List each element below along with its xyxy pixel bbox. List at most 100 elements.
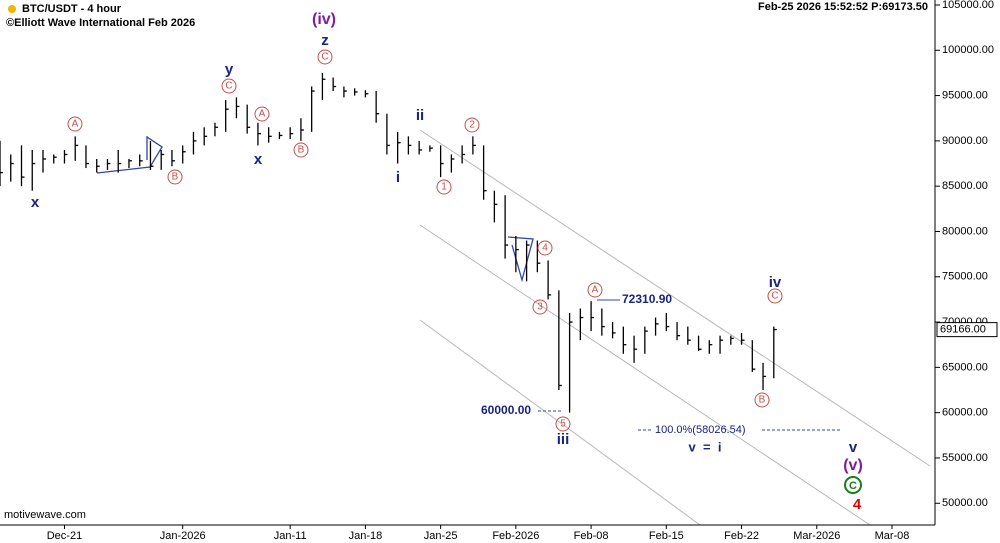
ohlc-bar [375, 91, 380, 123]
y-tick-label: 85000.00 [942, 180, 988, 192]
wave-circle [167, 169, 183, 185]
wave-label: C [321, 52, 328, 63]
y-tick-label: 80000.00 [942, 225, 988, 237]
y-tick-label: 65000.00 [942, 361, 988, 373]
wave-circle [537, 240, 553, 256]
channel [96, 129, 931, 526]
wave-label: 4 [853, 496, 862, 513]
ohlc-bar [31, 149, 36, 191]
wave-circle [317, 49, 333, 65]
wave-circle [464, 117, 480, 133]
ohlc-bar [450, 154, 455, 173]
ohlc-bar [719, 335, 724, 354]
x-tick-label: Mar-08 [875, 530, 910, 542]
ohlc-bar [128, 158, 132, 169]
ohlc-bar [611, 322, 616, 339]
wave-label: i [396, 169, 400, 186]
wave-label: C [849, 480, 857, 492]
wave-circle [293, 142, 309, 158]
y-tick-label: 100000.00 [942, 44, 994, 56]
wave-label: y [225, 61, 234, 78]
ohlc-bar [396, 131, 401, 164]
channel-line [419, 319, 701, 526]
ohlc-bar [96, 158, 100, 173]
ohlc-bar [665, 313, 670, 332]
ohlc-bar [482, 145, 487, 200]
last-price-label: 69166.00 [940, 324, 986, 336]
ohlc-bar [579, 308, 584, 341]
wave-label: x [254, 151, 263, 168]
ohlc-bar [106, 158, 111, 170]
wave-circle [555, 416, 571, 432]
wave-label: ii [416, 107, 424, 124]
ohlc-bar [547, 260, 552, 300]
x-tick-label: Jan-11 [274, 530, 307, 542]
x-tick-label: Dec-21 [47, 530, 82, 542]
wave-label: C [771, 291, 778, 302]
ohlc-bar [117, 149, 122, 173]
wave-circle [767, 288, 783, 304]
ohlc-bar [407, 136, 412, 155]
price-label: 72310.90 [622, 292, 672, 306]
y-tick-label: 50000.00 [942, 497, 988, 509]
ohlc-bar [235, 97, 240, 119]
ohlc-bar [85, 145, 89, 169]
wave-label: 3 [537, 302, 543, 313]
wave-label: B [298, 145, 305, 156]
x-tick-label: Feb-08 [574, 530, 609, 542]
footer: motivewave.com [4, 509, 86, 521]
ohlc-bar [182, 145, 186, 164]
ohlc-bar [515, 236, 519, 273]
ohlc-bar [633, 335, 638, 363]
wave-label: iii [557, 431, 570, 448]
ohlc-bar [558, 290, 562, 391]
ohlc-bar [676, 322, 681, 341]
ohlc-bar [773, 326, 777, 379]
ohlc-bar [20, 145, 25, 187]
ohlc-bar [461, 145, 466, 164]
ohlc-bar [751, 340, 756, 372]
x-tick-label: Feb-22 [724, 530, 759, 542]
wave-circle [221, 78, 237, 94]
ohlc-bar [160, 149, 165, 170]
ohlc-bar [278, 131, 283, 140]
last-price-box [936, 322, 998, 338]
wave-label: 5 [560, 419, 566, 430]
ohlc-bar [321, 72, 326, 101]
ohlc-bar [439, 145, 444, 178]
wave-label: B [759, 395, 766, 406]
ohlc-bar [300, 118, 304, 141]
ohlc-bar [472, 136, 476, 155]
y-tick-label: 90000.00 [942, 135, 988, 147]
ohlc-bar [525, 240, 530, 282]
wave-label: z [321, 32, 329, 49]
ohlc-bar [622, 326, 627, 354]
price-bars [0, 72, 777, 413]
ohlc-bar [644, 326, 648, 354]
ohlc-bar [203, 127, 208, 146]
ohlc-bar [536, 240, 541, 273]
wave-label: B [172, 172, 179, 183]
wave-label: x [31, 194, 40, 211]
x-tick-label: Feb-15 [649, 530, 684, 542]
ohlc-bar [504, 195, 509, 259]
triangle [96, 135, 163, 174]
x-tick-label: Mar-2026 [793, 530, 840, 542]
wave-label: 4 [542, 243, 548, 254]
wave-label: (iv) [312, 11, 336, 28]
x-tick-label: Jan-25 [424, 530, 458, 542]
price-label: 60000.00 [481, 403, 531, 417]
x-tick-label: Feb-2026 [492, 530, 539, 542]
ohlc-bar [192, 131, 197, 155]
projection-label: 100.0%(58026.54) [655, 424, 746, 436]
ohlc-bar [246, 104, 251, 134]
y-tick-label: 105000.00 [942, 0, 994, 11]
ohlc-bar [762, 362, 767, 391]
annotations: x A B C y A x B (iv) z C ii i 1 2 4 3 5 … [31, 11, 863, 513]
wave-circle [754, 392, 770, 408]
ohlc-bar [0, 140, 3, 187]
ohlc-bar [601, 308, 605, 336]
ohlc-bar [354, 88, 358, 96]
ohlc-bar [740, 332, 745, 345]
wave-circle [254, 106, 270, 122]
